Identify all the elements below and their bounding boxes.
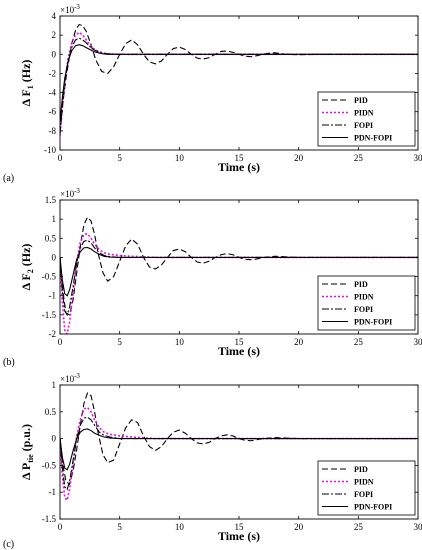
- x-tick-label: 25: [354, 337, 364, 347]
- x-tick-label: 25: [354, 522, 364, 532]
- chart-panel-3: 0 5 10 15 20 25 30 1 0.5 0 -0.5 -1 -1.5 ×10-3 Δ Ptie(p…: [3, 372, 422, 550]
- axis-multiplier: ×10-3: [60, 187, 80, 199]
- legend-label-pdn-fopi: PDN-FOPI: [354, 134, 392, 143]
- x-tick-label: 25: [354, 153, 364, 163]
- legend-label-pidn: PIDN: [354, 293, 374, 302]
- y-tick-label: 1: [52, 380, 57, 390]
- x-tick-label: 10: [175, 153, 185, 163]
- panel-label: (c): [3, 539, 14, 550]
- y-tick-label: -0.5: [42, 272, 57, 282]
- legend-label-pid: PID: [354, 96, 368, 105]
- legend-label-fopi: FOPI: [354, 490, 373, 499]
- series-line-pdn-fopi: [60, 428, 418, 471]
- x-tick-label: 0: [58, 153, 63, 163]
- y-tick-label: -1.5: [42, 310, 57, 320]
- legend-label-pidn: PIDN: [354, 478, 374, 487]
- axis-multiplier: ×10-3: [60, 372, 80, 384]
- axis-multiplier: ×10-3: [60, 3, 80, 15]
- legend: PID PIDN FOPI PDN-FOPI: [317, 460, 416, 516]
- y-tick-label: -8: [49, 126, 57, 136]
- y-tick-label: 0: [52, 252, 57, 262]
- x-tick-label: 20: [294, 522, 304, 532]
- x-axis-label: Time (s): [218, 344, 260, 358]
- x-tick-label: 0: [58, 522, 63, 532]
- x-tick-label: 5: [117, 153, 122, 163]
- x-tick-label: 10: [175, 522, 185, 532]
- legend: PID PIDN FOPI PDN-FOPI: [317, 91, 416, 147]
- y-tick-label: 1: [52, 214, 57, 224]
- x-tick-label: 5: [117, 522, 122, 532]
- y-tick-label: 0.5: [45, 407, 57, 417]
- y-tick-label: -4: [49, 88, 57, 98]
- y-axis-label: Δ F1(Hz): [19, 60, 35, 107]
- y-tick-label: -1.5: [42, 514, 57, 524]
- legend-label-pidn: PIDN: [354, 109, 374, 118]
- x-tick-label: 15: [235, 153, 245, 163]
- y-tick-label: 0.5: [45, 233, 57, 243]
- panel-label: (a): [3, 173, 14, 184]
- y-tick-label: -2: [49, 68, 57, 78]
- y-tick-label: -1: [49, 487, 57, 497]
- series-line-pid: [60, 216, 418, 316]
- x-tick-label: 20: [294, 337, 304, 347]
- y-axis-label: Δ F2(Hz): [19, 244, 35, 291]
- y-axis-label: Δ Ptie(p.u.): [19, 424, 35, 480]
- legend: PID PIDN FOPI PDN-FOPI: [317, 275, 416, 331]
- legend-label-pid: PID: [354, 465, 368, 474]
- x-tick-label: 5: [117, 337, 122, 347]
- chart-panel-2: 0 5 10 15 20 25 30 1.5 1 0.5 0 -0.5 -1 -1.5 -2 ×10-3 Δ F…: [3, 187, 422, 368]
- y-tick-label: 1.5: [45, 195, 57, 205]
- legend-label-pid: PID: [354, 280, 368, 289]
- legend-label-fopi: FOPI: [354, 121, 373, 130]
- y-tick-label: -2: [49, 329, 57, 339]
- x-tick-label: 30: [414, 153, 422, 163]
- legend-label-fopi: FOPI: [354, 305, 373, 314]
- x-tick-label: 15: [235, 522, 245, 532]
- plot-frame: [59, 384, 419, 520]
- y-tick-label: -1: [49, 291, 57, 301]
- y-tick-label: 0: [52, 434, 57, 444]
- x-tick-label: 0: [58, 337, 63, 347]
- x-axis-label: Time (s): [218, 160, 260, 174]
- x-axis-label: Time (s): [218, 529, 260, 543]
- y-tick-label: 4: [52, 11, 57, 21]
- y-tick-label: -6: [49, 107, 57, 117]
- x-tick-label: 20: [294, 153, 304, 163]
- x-tick-label: 15: [235, 337, 245, 347]
- plot-frame: [59, 199, 419, 335]
- legend-label-pdn-fopi: PDN-FOPI: [354, 503, 392, 512]
- plot-frame: [59, 15, 419, 151]
- y-tick-label: 0: [52, 49, 57, 59]
- x-tick-label: 10: [175, 337, 185, 347]
- y-tick-label: -0.5: [42, 460, 57, 470]
- y-tick-label: -10: [44, 145, 56, 155]
- series-line-pdn-fopi: [60, 246, 418, 297]
- x-tick-label: 30: [414, 522, 422, 532]
- series-line-pdn-fopi: [60, 44, 418, 122]
- y-tick-label: 2: [52, 30, 57, 40]
- legend-label-pdn-fopi: PDN-FOPI: [354, 318, 392, 327]
- x-tick-label: 30: [414, 337, 422, 347]
- series-line-pidn: [60, 31, 418, 136]
- panel-label: (b): [3, 357, 15, 368]
